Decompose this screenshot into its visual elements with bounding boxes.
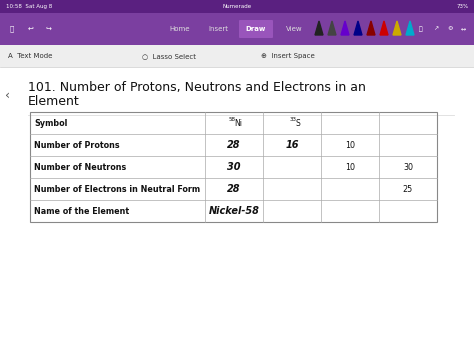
Text: 58: 58 — [229, 117, 236, 122]
Text: Nickel-58: Nickel-58 — [209, 206, 259, 216]
Bar — [30, 112, 437, 222]
Polygon shape — [315, 21, 323, 35]
Text: Element: Element — [28, 95, 80, 108]
Text: 10: 10 — [345, 141, 355, 149]
Polygon shape — [367, 21, 375, 35]
Text: 28: 28 — [227, 140, 241, 150]
Text: Draw: Draw — [246, 26, 266, 32]
Text: ‹: ‹ — [6, 88, 10, 102]
Text: ⊕  Insert Space: ⊕ Insert Space — [261, 53, 314, 59]
Text: Symbol: Symbol — [34, 119, 67, 127]
Polygon shape — [393, 21, 401, 35]
Text: 30: 30 — [227, 162, 241, 172]
Text: 🔔: 🔔 — [419, 26, 423, 32]
Polygon shape — [406, 21, 414, 35]
FancyBboxPatch shape — [239, 20, 273, 38]
Text: 30: 30 — [403, 163, 413, 171]
Bar — [0, 45, 474, 67]
Text: ↔: ↔ — [461, 27, 466, 32]
Text: ↗: ↗ — [433, 27, 438, 32]
Text: 10: 10 — [345, 163, 355, 171]
Bar — [0, 0, 474, 13]
Text: 73%: 73% — [457, 4, 469, 9]
Text: ↪: ↪ — [46, 26, 52, 32]
Text: Number of Electrons in Neutral Form: Number of Electrons in Neutral Form — [34, 185, 200, 193]
Polygon shape — [380, 21, 388, 35]
Polygon shape — [328, 21, 336, 35]
Text: Home: Home — [170, 26, 190, 32]
Text: Ni: Ni — [235, 119, 243, 128]
Text: View: View — [286, 26, 302, 32]
Text: ⚙: ⚙ — [447, 27, 453, 32]
Text: 101. Number of Protons, Neutrons and Electrons in an: 101. Number of Protons, Neutrons and Ele… — [28, 81, 366, 94]
Text: Number of Neutrons: Number of Neutrons — [34, 163, 126, 171]
Bar — [0, 0, 474, 45]
Text: Name of the Element: Name of the Element — [34, 207, 129, 215]
Text: 33: 33 — [290, 117, 297, 122]
Text: Number of Protons: Number of Protons — [34, 141, 119, 149]
Text: ↩: ↩ — [28, 26, 34, 32]
Polygon shape — [354, 21, 362, 35]
Text: S: S — [295, 119, 300, 128]
Text: 16: 16 — [285, 140, 299, 150]
Text: 25: 25 — [403, 185, 413, 193]
Text: ○  Lasso Select: ○ Lasso Select — [142, 53, 196, 59]
Polygon shape — [341, 21, 349, 35]
Text: 10:58  Sat Aug 8: 10:58 Sat Aug 8 — [6, 4, 52, 9]
Text: A  Text Mode: A Text Mode — [8, 53, 52, 59]
Text: 🔍: 🔍 — [10, 26, 14, 32]
Text: Numerade: Numerade — [222, 4, 252, 9]
Text: Insert: Insert — [208, 26, 228, 32]
Text: 28: 28 — [227, 184, 241, 194]
